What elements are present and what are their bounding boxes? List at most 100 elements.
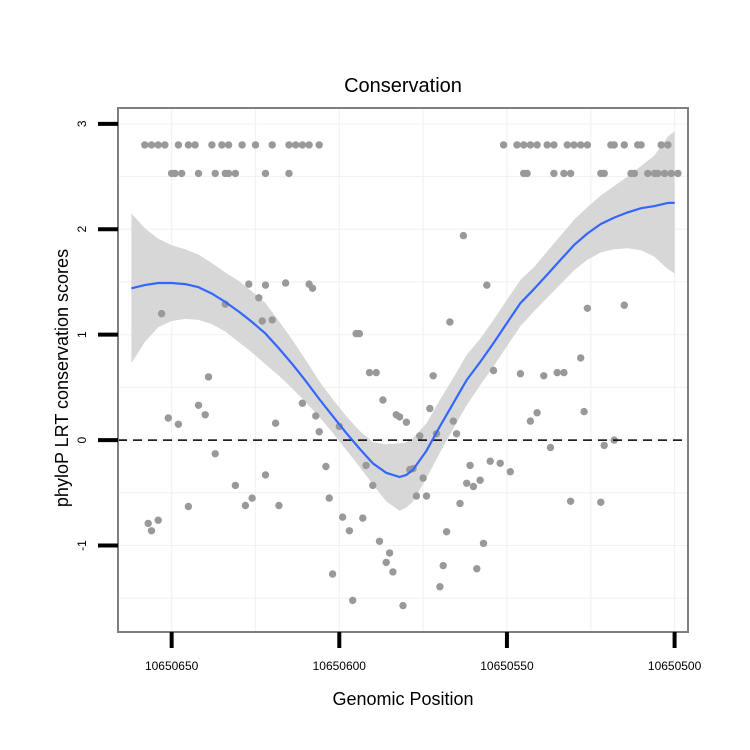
- data-point: [359, 514, 367, 522]
- data-point: [422, 492, 431, 500]
- data-point: [305, 141, 313, 149]
- y-tick-label: 2: [75, 226, 89, 233]
- data-point: [224, 141, 233, 149]
- data-point: [630, 169, 639, 178]
- y-tick-label: 3: [75, 120, 89, 127]
- data-point: [466, 461, 474, 470]
- data-point: [516, 370, 525, 378]
- data-point: [298, 141, 307, 149]
- data-point: [369, 481, 377, 490]
- y-axis-title: phyloP LRT conservation scores: [52, 249, 72, 507]
- data-point: [452, 430, 461, 438]
- data-point: [600, 169, 608, 178]
- data-point: [389, 568, 397, 576]
- confidence-band: [131, 131, 675, 511]
- x-tick-label: 10650500: [648, 659, 702, 673]
- data-point: [459, 231, 468, 240]
- data-point: [315, 141, 323, 149]
- data-point: [298, 399, 307, 407]
- data-point: [184, 502, 193, 511]
- data-point: [154, 516, 162, 524]
- data-point: [469, 482, 478, 491]
- data-point: [268, 141, 276, 149]
- data-point: [463, 479, 471, 487]
- data-point: [620, 141, 628, 149]
- data-point: [580, 407, 588, 416]
- data-point: [412, 492, 421, 500]
- data-point: [533, 409, 541, 417]
- data-point: [442, 528, 451, 536]
- data-point: [473, 565, 481, 573]
- y-tick-label: -1: [75, 540, 89, 551]
- data-point: [644, 169, 652, 178]
- data-point: [208, 141, 216, 149]
- data-point: [419, 474, 427, 482]
- data-point: [315, 428, 323, 436]
- data-point: [211, 450, 219, 458]
- data-point: [218, 141, 226, 149]
- data-point: [506, 468, 514, 476]
- data-point: [546, 443, 555, 452]
- data-point: [251, 141, 260, 149]
- data-point: [312, 412, 320, 420]
- data-point: [520, 141, 528, 149]
- data-point: [449, 417, 457, 425]
- data-point: [147, 527, 156, 535]
- data-point: [660, 169, 669, 178]
- data-point: [144, 519, 152, 528]
- data-point: [308, 284, 317, 292]
- smooth-line: [131, 201, 675, 479]
- data-point: [379, 396, 387, 404]
- data-point: [583, 304, 592, 312]
- data-point: [395, 413, 404, 421]
- data-point: [597, 498, 605, 506]
- data-point: [543, 141, 551, 149]
- data-point: [154, 141, 162, 149]
- data-point: [164, 414, 172, 422]
- data-point: [285, 169, 293, 178]
- data-point: [583, 141, 592, 149]
- data-point: [255, 294, 263, 302]
- data-point: [184, 141, 193, 149]
- data-point: [550, 169, 558, 178]
- data-point: [385, 549, 394, 557]
- data-point: [345, 527, 354, 535]
- x-tick-label: 10650600: [313, 659, 367, 673]
- data-point: [456, 499, 464, 508]
- data-point: [349, 596, 357, 605]
- data-point: [171, 169, 179, 178]
- data-point: [402, 418, 411, 426]
- data-point: [416, 432, 424, 440]
- data-point: [211, 169, 219, 178]
- data-points: [141, 141, 682, 610]
- data-point: [667, 169, 675, 178]
- data-point: [147, 141, 156, 149]
- data-point: [375, 537, 384, 545]
- data-point: [231, 481, 240, 490]
- data-point: [399, 601, 407, 610]
- data-point: [174, 141, 183, 149]
- data-point: [499, 141, 508, 149]
- confidence-band-area: [131, 131, 675, 511]
- data-point: [550, 141, 558, 149]
- data-point: [261, 169, 270, 178]
- grid-lines: [118, 108, 688, 632]
- data-point: [238, 141, 246, 149]
- data-point: [610, 141, 618, 149]
- data-point: [338, 513, 347, 521]
- data-point: [261, 471, 270, 479]
- data-point: [566, 169, 575, 178]
- data-point: [241, 501, 250, 510]
- data-point: [191, 141, 199, 149]
- panel-border: [117, 107, 689, 633]
- data-point: [224, 169, 233, 178]
- data-point: [560, 368, 568, 377]
- data-point: [261, 281, 270, 289]
- data-point: [540, 372, 548, 380]
- data-point: [372, 368, 380, 377]
- data-point: [637, 141, 645, 149]
- data-point: [174, 420, 183, 428]
- data-point: [382, 558, 390, 567]
- x-tick-label: 10650650: [145, 659, 199, 673]
